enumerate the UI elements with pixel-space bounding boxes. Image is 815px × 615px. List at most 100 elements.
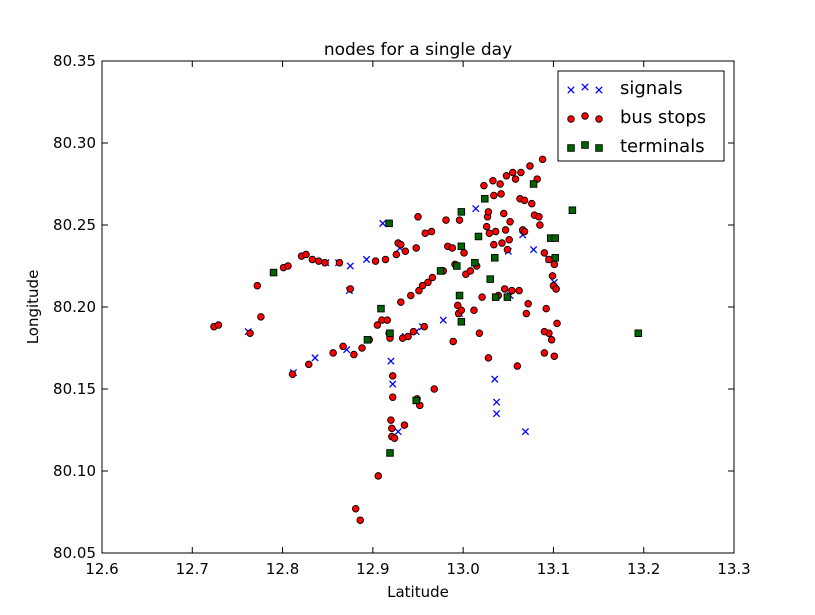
bus-stop-point bbox=[409, 327, 418, 336]
bus-stop-point bbox=[400, 421, 409, 429]
bus-stop-point bbox=[392, 250, 401, 259]
bus-stop-point bbox=[484, 208, 493, 216]
bus-stop-point bbox=[526, 162, 534, 170]
bus-stop-point bbox=[552, 285, 560, 293]
bus-stop-point bbox=[511, 175, 520, 183]
terminal-point bbox=[481, 195, 489, 203]
legend-marker bbox=[595, 115, 603, 123]
bus-stop-point bbox=[305, 360, 313, 369]
y-tick-label: 80.10 bbox=[53, 462, 96, 480]
bus-stop-point bbox=[455, 216, 464, 224]
signal-point bbox=[379, 219, 387, 228]
signal-point bbox=[492, 398, 501, 406]
y-axis-label: Longitude bbox=[24, 270, 42, 345]
bus-stop-point bbox=[478, 293, 486, 301]
bus-stop-point bbox=[302, 250, 310, 259]
bus-stop-point bbox=[475, 329, 484, 337]
bus-stop-point bbox=[520, 227, 529, 236]
y-tick-label: 80.15 bbox=[53, 380, 96, 398]
bus-stop-point bbox=[308, 255, 317, 264]
bus-stop-point bbox=[548, 272, 557, 280]
x-axis-label: Latitude bbox=[387, 583, 449, 601]
legend-marker bbox=[567, 115, 575, 123]
bus-stop-point bbox=[453, 301, 462, 310]
bus-stop-point bbox=[442, 216, 450, 224]
bus-stop-point bbox=[418, 281, 427, 290]
bus-stop-point bbox=[520, 196, 529, 205]
bus-stop-point bbox=[505, 236, 513, 244]
x-tick-label: 13.0 bbox=[446, 560, 479, 578]
chart-title: nodes for a single day bbox=[324, 40, 512, 60]
legend-label-terminals: terminals bbox=[620, 136, 705, 157]
bus-stop-point bbox=[430, 385, 439, 393]
bus-stop-point bbox=[515, 286, 523, 295]
bus-stop-point bbox=[388, 372, 397, 380]
terminal-point bbox=[385, 219, 393, 228]
bus-stop-point bbox=[412, 244, 420, 252]
bus-stop-point bbox=[490, 191, 498, 200]
bus-stop-point bbox=[524, 299, 532, 308]
bus-stop-point bbox=[388, 424, 396, 433]
bus-stop-point bbox=[388, 393, 397, 401]
bus-stop-point bbox=[535, 213, 543, 221]
bus-stop-point bbox=[506, 217, 514, 226]
signal-point bbox=[394, 427, 402, 436]
axis-tick-labels: 12.6 12.7 12.8 12.9 13.0 13.1 13.2 13.3 80.05 80.… bbox=[53, 52, 751, 578]
bus-stop-point bbox=[387, 416, 395, 424]
bus-stop-point bbox=[214, 321, 223, 329]
x-tick-label: 12.8 bbox=[266, 560, 299, 578]
bus-stop-point bbox=[257, 313, 265, 321]
terminal-point bbox=[455, 291, 464, 300]
bus-stop-point bbox=[489, 176, 497, 185]
bus-stop-point bbox=[253, 281, 262, 290]
bus-stop-point bbox=[329, 349, 337, 357]
bus-stop-point bbox=[407, 291, 415, 300]
x-tick-label: 13.2 bbox=[627, 560, 660, 578]
bus-stop-point bbox=[545, 255, 553, 264]
bus-stop-point bbox=[288, 370, 297, 378]
bus-stop-point bbox=[538, 155, 547, 164]
axis-ticks bbox=[101, 60, 735, 554]
terminal-point bbox=[453, 262, 461, 270]
legend-marker bbox=[581, 112, 589, 120]
bus-stop-point bbox=[485, 229, 494, 237]
bus-stop-point bbox=[466, 267, 475, 275]
terminal-point bbox=[491, 293, 500, 301]
bus-stop-point bbox=[371, 257, 380, 265]
legend-marker bbox=[567, 86, 575, 94]
signal-point bbox=[492, 409, 501, 418]
legend-marker bbox=[581, 83, 589, 91]
y-tick-label: 80.05 bbox=[53, 544, 96, 562]
bus-stop-point bbox=[346, 285, 355, 293]
signal-point bbox=[389, 380, 397, 388]
terminal-point bbox=[490, 254, 499, 262]
bus-stop-point bbox=[428, 273, 437, 282]
bus-stop-point bbox=[550, 260, 559, 269]
bus-stop-point bbox=[542, 304, 550, 313]
x-tick-label: 13.3 bbox=[717, 560, 750, 578]
bus-stop-point bbox=[381, 255, 390, 264]
bus-stop-point bbox=[491, 227, 500, 236]
bus-stop-point bbox=[350, 350, 358, 359]
y-tick-label: 80.30 bbox=[53, 134, 96, 152]
bus-stop-point bbox=[501, 226, 510, 234]
bus-stop-point bbox=[536, 221, 544, 229]
legend-marker bbox=[567, 144, 575, 152]
bus-stop-point bbox=[374, 472, 383, 480]
terminal-point bbox=[503, 293, 512, 301]
bus-stop-point bbox=[421, 229, 429, 237]
signal-point bbox=[362, 255, 371, 264]
terminal-point bbox=[457, 208, 466, 216]
terminal-point bbox=[568, 206, 577, 214]
bus-stop-point bbox=[540, 327, 549, 336]
bus-stop-point bbox=[528, 199, 536, 208]
data-marks bbox=[210, 155, 643, 524]
terminal-point bbox=[486, 275, 494, 283]
terminal-point bbox=[457, 242, 466, 251]
legend-marker bbox=[581, 141, 589, 149]
bus-stop-point bbox=[460, 249, 468, 257]
bus-stop-point bbox=[373, 321, 382, 329]
y-tick-label: 80.20 bbox=[53, 298, 96, 316]
bus-stop-point bbox=[457, 306, 466, 315]
signal-point bbox=[472, 204, 480, 213]
